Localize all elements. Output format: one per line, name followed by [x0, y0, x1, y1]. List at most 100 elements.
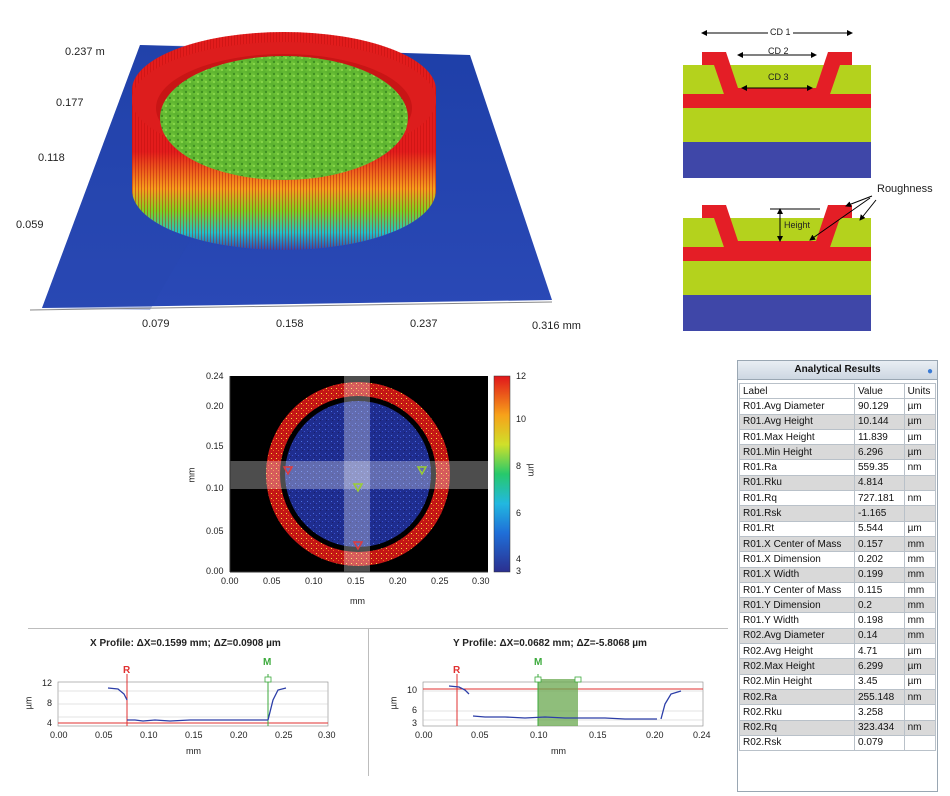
table-row[interactable]: R01.X Center of Mass 0.157 mm: [739, 535, 937, 553]
table-row[interactable]: R02.Rq 323.434 nm: [739, 719, 937, 736]
column-header-units[interactable]: Units: [903, 382, 937, 400]
row-value: 0.14: [853, 627, 905, 645]
y-profile-marker-m[interactable]: M: [534, 657, 543, 668]
row-units: mm: [903, 551, 937, 568]
y-profile-chart: [422, 674, 704, 727]
table-row[interactable]: R01.Max Height 11.839 µm: [739, 428, 937, 446]
row-value: 3.45: [853, 673, 905, 690]
table-row[interactable]: R02.Rsk 0.079: [739, 734, 937, 752]
map-x-tick: 0.10: [305, 576, 323, 586]
x-profile-marker-m[interactable]: M: [263, 657, 272, 668]
y-profile-marker-r[interactable]: R: [453, 665, 461, 676]
row-value: 0.202: [853, 551, 905, 568]
table-row[interactable]: R02.Max Height 6.299 µm: [739, 658, 937, 675]
row-value: -1.165: [853, 505, 905, 522]
x-profile-y-label: µm: [23, 696, 34, 710]
table-row[interactable]: R01.Min Height 6.296 µm: [739, 444, 937, 461]
row-label: R01.Rq: [739, 490, 855, 507]
y-profile-y-tick: 6: [412, 705, 418, 715]
table-row[interactable]: R01.X Width 0.199 mm: [739, 566, 937, 583]
z-tick: 0.059: [16, 219, 44, 231]
row-units: mm: [903, 612, 937, 629]
y-profile-x-tick: 0.15: [589, 730, 607, 740]
row-label: R02.Max Height: [739, 658, 855, 675]
row-label: R01.Y Dimension: [739, 597, 855, 614]
map-y-label: mm: [186, 467, 197, 483]
row-value: 255.148: [853, 688, 905, 706]
table-row[interactable]: R01.Avg Height 10.144 µm: [739, 413, 937, 430]
row-label: R02.Rsk: [739, 734, 855, 752]
row-label: R01.Rt: [739, 520, 855, 537]
table-row[interactable]: R02.Min Height 3.45 µm: [739, 673, 937, 690]
table-row[interactable]: R01.Y Center of Mass 0.115 mm: [739, 581, 937, 599]
table-row[interactable]: R01.Rsk -1.165: [739, 505, 937, 522]
colorbar-unit: µm: [526, 463, 537, 477]
colorbar-tick: 12: [516, 371, 527, 381]
row-units: mm: [903, 535, 937, 553]
table-row[interactable]: R01.X Dimension 0.202 mm: [739, 551, 937, 568]
table-row[interactable]: R01.Y Width 0.198 mm: [739, 612, 937, 629]
row-label: R01.Min Height: [739, 444, 855, 461]
row-units: µm: [903, 643, 937, 660]
table-row[interactable]: R02.Ra 255.148 nm: [739, 688, 937, 706]
y-profile-x-tick: 0.20: [646, 730, 664, 740]
table-row[interactable]: R01.Rt 5.544 µm: [739, 520, 937, 537]
table-row[interactable]: R01.Y Dimension 0.2 mm: [739, 597, 937, 614]
x-tick: 0.316 mm: [532, 320, 581, 332]
row-units: [903, 505, 937, 522]
map-y-tick: 0.00: [206, 566, 224, 576]
map-y-tick: 0.10: [206, 483, 224, 493]
x-profile-x-tick: 0.05: [95, 730, 113, 740]
table-row[interactable]: R01.Avg Diameter 90.129 µm: [739, 398, 937, 415]
row-units: nm: [903, 459, 937, 476]
table-row[interactable]: R02.Avg Height 4.71 µm: [739, 643, 937, 660]
table-row[interactable]: R02.Rku 3.258: [739, 704, 937, 721]
x-profile-x-tick: 0.30: [318, 730, 336, 740]
row-value: 10.144: [853, 413, 905, 430]
map-y-tick: 0.20: [206, 401, 224, 411]
row-label: R01.Y Center of Mass: [739, 581, 855, 599]
surface-3d-render: [29, 32, 553, 311]
row-value: 11.839: [853, 428, 905, 446]
x-profile-marker-r[interactable]: R: [123, 665, 131, 676]
cd3-label: CD 3: [768, 72, 789, 82]
cross-section-svg: [683, 30, 877, 331]
row-value: 0.079: [853, 734, 905, 752]
x-profile-y-tick: 8: [47, 698, 53, 708]
row-units: µm: [903, 520, 937, 537]
row-label: R01.Rku: [739, 474, 855, 492]
x-tick: 0.237: [410, 318, 438, 330]
y-profile-title: Y Profile: ΔX=0.0682 mm; ΔZ=-5.8068 µm: [453, 638, 647, 649]
row-label: R02.Rq: [739, 719, 855, 736]
table-row[interactable]: R02.Avg Diameter 0.14 mm: [739, 627, 937, 645]
z-tick: 0.177: [56, 97, 84, 109]
row-units: nm: [903, 688, 937, 706]
colorbar-tick: 8: [516, 461, 522, 471]
y-profile-x-tick: 0.10: [530, 730, 548, 740]
profile-split: [368, 628, 369, 776]
results-header-row: Label Value Units: [739, 382, 937, 400]
column-header-value[interactable]: Value: [853, 382, 905, 400]
table-row[interactable]: R01.Rq 727.181 nm: [739, 490, 937, 507]
y-profile-y-label: µm: [388, 696, 399, 710]
x-profile-y-tick: 12: [42, 678, 53, 688]
y-profile-panel: Y Profile: ΔX=0.0682 mm; ΔZ=-5.8068 µm R…: [375, 634, 720, 774]
row-units: nm: [903, 490, 937, 507]
x-profile-panel: X Profile: ΔX=0.1599 mm; ΔZ=0.0908 µm R …: [10, 634, 360, 774]
row-label: R02.Rku: [739, 704, 855, 721]
y-profile-x-tick: 0.05: [471, 730, 489, 740]
row-units: mm: [903, 597, 937, 614]
column-header-label[interactable]: Label: [739, 382, 855, 400]
row-value: 4.814: [853, 474, 905, 492]
map-x-tick: 0.05: [263, 576, 281, 586]
table-row[interactable]: R01.Ra 559.35 nm: [739, 459, 937, 476]
row-label: R01.Avg Height: [739, 413, 855, 430]
results-body: R01.Avg Diameter 90.129 µm R01.Avg Height 10…: [739, 398, 937, 752]
map-y-tick: 0.15: [206, 441, 224, 451]
row-units: mm: [903, 627, 937, 645]
pin-icon[interactable]: ●: [926, 366, 933, 377]
table-row[interactable]: R01.Rku 4.814: [739, 474, 937, 492]
x-profile-x-tick: 0.00: [50, 730, 68, 740]
y-profile-y-tick: 10: [407, 685, 418, 695]
row-units: mm: [903, 566, 937, 583]
